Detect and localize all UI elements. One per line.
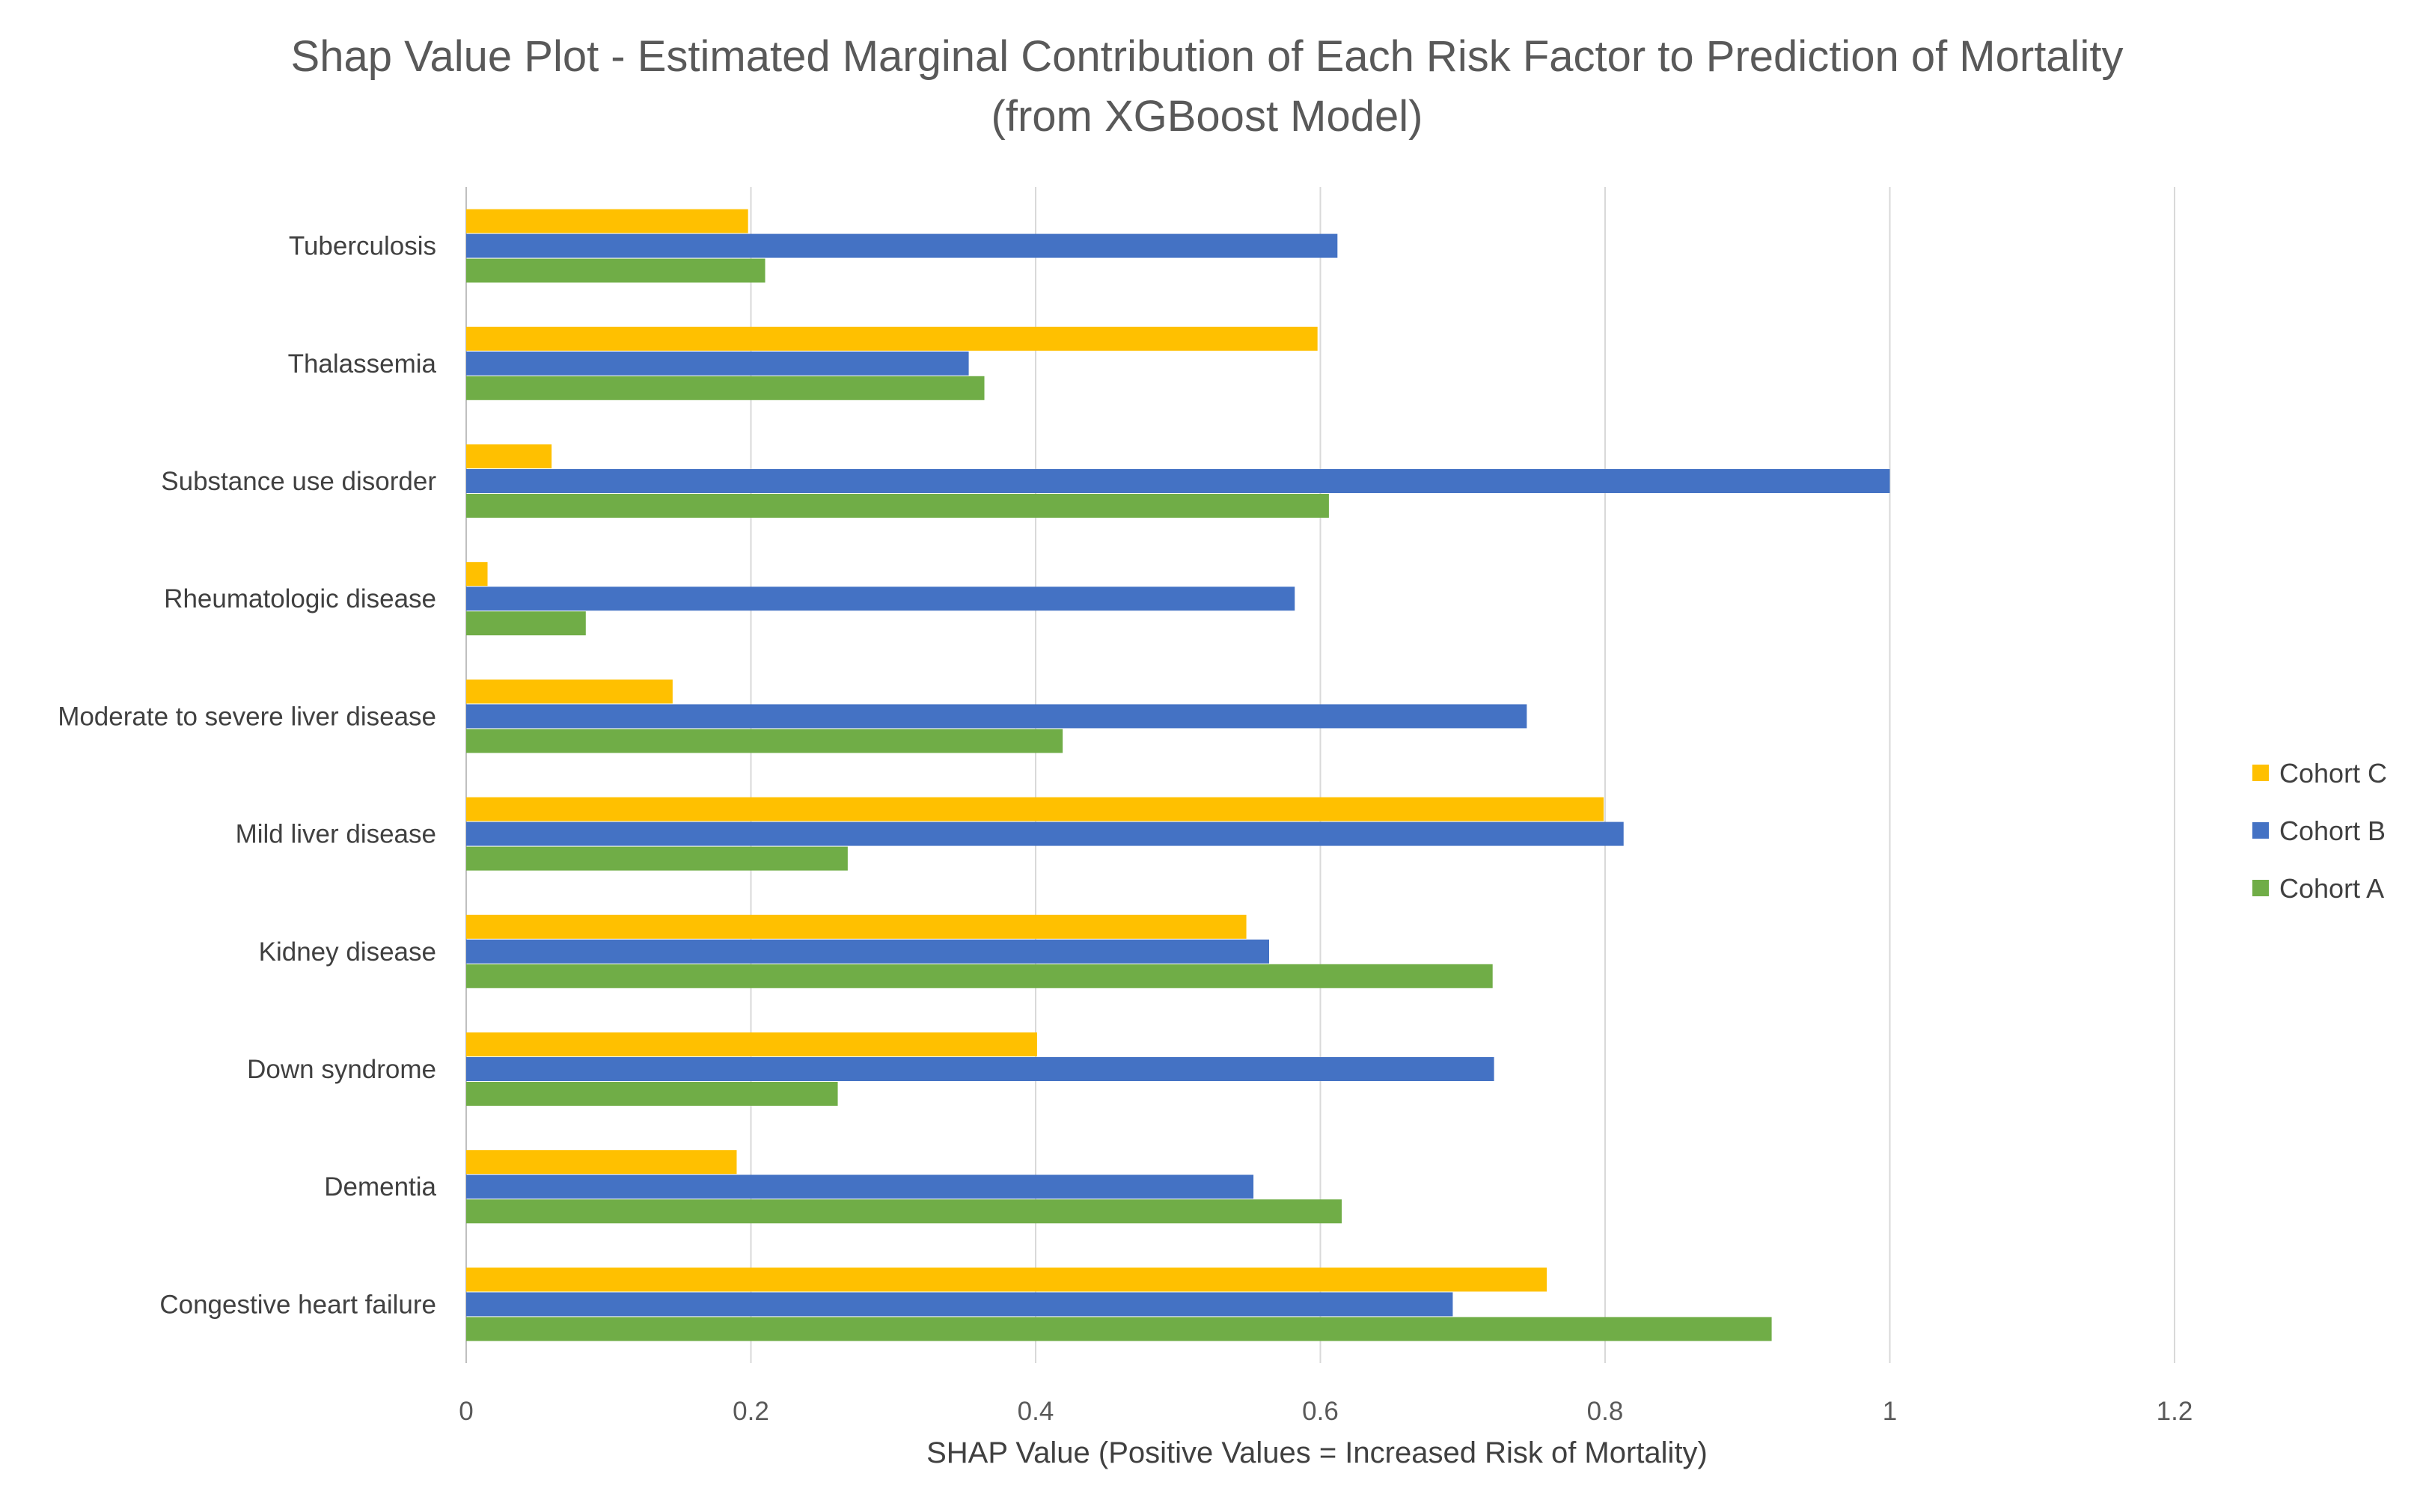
- category-label: Congestive heart failure: [159, 1290, 436, 1319]
- bar-cohort-c[interactable]: [466, 444, 552, 468]
- x-tick-label: 0.8: [1587, 1397, 1624, 1426]
- bar-cohort-c[interactable]: [466, 562, 488, 587]
- legend-swatch: [2252, 880, 2269, 896]
- x-tick-label: 0: [459, 1397, 473, 1426]
- bar-cohort-a[interactable]: [466, 376, 985, 400]
- category-label: Kidney disease: [259, 937, 436, 967]
- bar-cohort-a[interactable]: [466, 846, 848, 871]
- category-label: Substance use disorder: [161, 467, 436, 496]
- legend[interactable]: Cohort C Cohort B Cohort A: [2252, 758, 2387, 904]
- legend-swatch: [2252, 822, 2269, 839]
- x-tick-label: 0.6: [1302, 1397, 1339, 1426]
- category-label: Down syndrome: [247, 1055, 436, 1084]
- bars: [466, 209, 1890, 1341]
- bar-cohort-c[interactable]: [466, 679, 673, 704]
- x-axis-title: SHAP Value (Positive Values = Increased …: [926, 1436, 1708, 1469]
- category-label: Tuberculosis: [289, 232, 436, 261]
- x-tick-label: 0.2: [733, 1397, 769, 1426]
- legend-label: Cohort B: [2279, 815, 2386, 846]
- bar-cohort-b[interactable]: [466, 1175, 1254, 1199]
- bar-cohort-a[interactable]: [466, 729, 1063, 753]
- bar-cohort-a[interactable]: [466, 494, 1329, 518]
- legend-swatch: [2252, 765, 2269, 781]
- bar-cohort-a[interactable]: [466, 1199, 1342, 1224]
- category-labels: Tuberculosis Thalassemia Substance use dis…: [58, 232, 436, 1320]
- bar-cohort-b[interactable]: [466, 939, 1270, 964]
- bar-cohort-b[interactable]: [466, 821, 1624, 846]
- category-label: Rheumatologic disease: [164, 584, 436, 613]
- bar-cohort-c[interactable]: [466, 914, 1247, 939]
- x-tick-label: 1: [1883, 1397, 1897, 1426]
- bar-cohort-b[interactable]: [466, 351, 969, 376]
- chart-title-line-2: (from XGBoost Model): [991, 92, 1423, 141]
- legend-label: Cohort C: [2279, 758, 2387, 789]
- bar-cohort-b[interactable]: [466, 469, 1890, 493]
- x-tick-labels: 0 0.2 0.4 0.6 0.8 1 1.2: [459, 1397, 2193, 1426]
- chart-title-line-1: Shap Value Plot - Estimated Marginal Con…: [290, 32, 2124, 81]
- bar-cohort-c[interactable]: [466, 1150, 737, 1175]
- bar-cohort-b[interactable]: [466, 704, 1527, 729]
- bar-cohort-a[interactable]: [466, 1082, 838, 1106]
- bar-cohort-c[interactable]: [466, 1267, 1547, 1292]
- x-tick-label: 0.4: [1018, 1397, 1054, 1426]
- legend-item-cohort-b[interactable]: Cohort B: [2252, 815, 2386, 846]
- bar-cohort-a[interactable]: [466, 611, 586, 636]
- legend-label: Cohort A: [2279, 873, 2384, 904]
- bar-cohort-c[interactable]: [466, 209, 748, 233]
- category-label: Mild liver disease: [236, 820, 436, 849]
- bar-cohort-c[interactable]: [466, 1032, 1037, 1056]
- category-label: Thalassemia: [288, 349, 437, 379]
- category-label: Moderate to severe liver disease: [58, 702, 436, 731]
- bar-cohort-c[interactable]: [466, 797, 1604, 821]
- legend-item-cohort-c[interactable]: Cohort C: [2252, 758, 2387, 789]
- x-tick-label: 1.2: [2157, 1397, 2193, 1426]
- category-label: Dementia: [324, 1172, 436, 1202]
- bar-cohort-b[interactable]: [466, 1057, 1494, 1081]
- bar-cohort-b[interactable]: [466, 233, 1338, 258]
- legend-item-cohort-a[interactable]: Cohort A: [2252, 873, 2384, 904]
- bar-cohort-a[interactable]: [466, 964, 1493, 988]
- bar-cohort-c[interactable]: [466, 326, 1318, 351]
- bar-cohort-b[interactable]: [466, 587, 1295, 611]
- bar-cohort-a[interactable]: [466, 258, 766, 283]
- bar-cohort-b[interactable]: [466, 1292, 1453, 1317]
- bar-cohort-a[interactable]: [466, 1317, 1772, 1341]
